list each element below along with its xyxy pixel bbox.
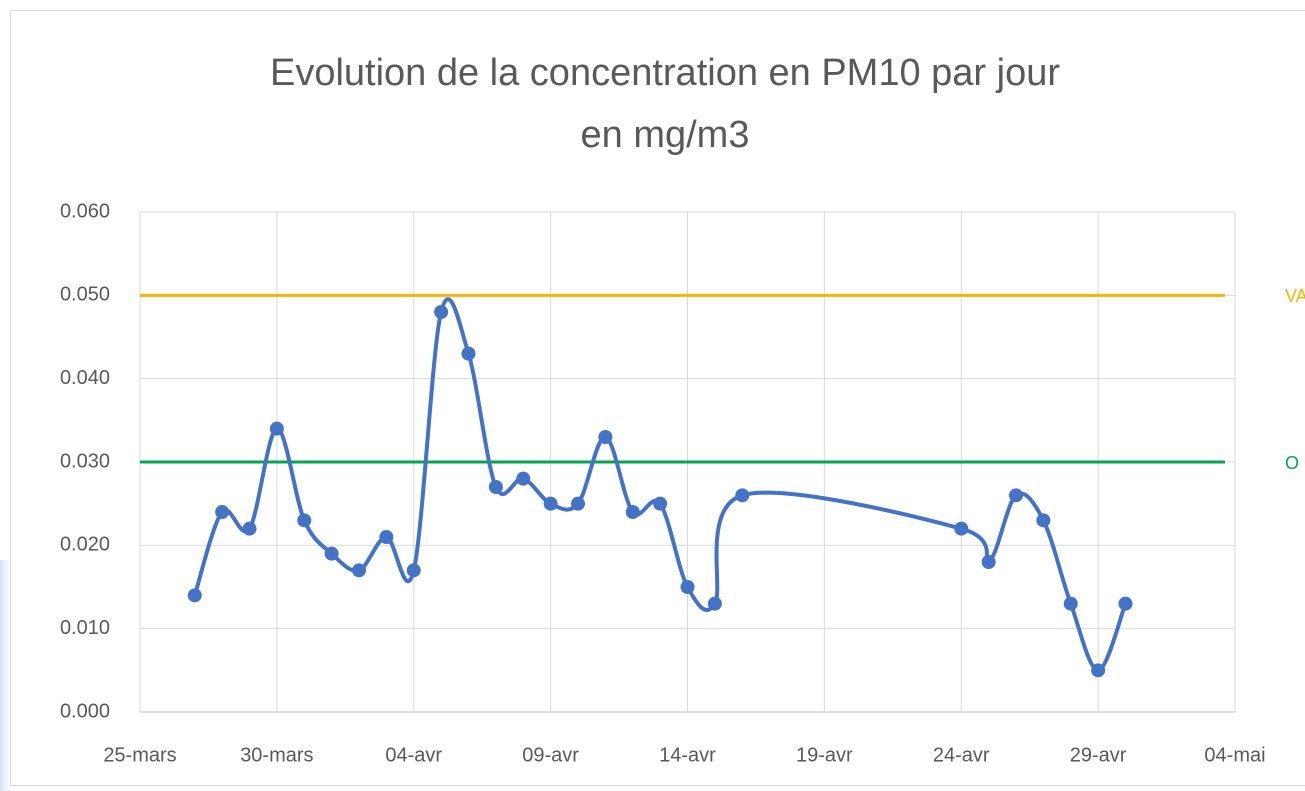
data-point [981, 555, 996, 569]
x-tick-label: 30-mars [240, 744, 313, 766]
data-point [598, 430, 613, 444]
data-point [516, 471, 531, 486]
data-point [543, 496, 558, 511]
data-point [1118, 596, 1133, 611]
window-edge [0, 560, 14, 791]
reference-label: O [1285, 453, 1299, 473]
data-point [954, 521, 969, 536]
y-tick-label: 0.000 [60, 700, 110, 722]
y-tick-label: 0.060 [60, 200, 110, 222]
data-point [269, 421, 284, 436]
data-point [406, 563, 421, 578]
y-tick-label: 0.050 [60, 284, 110, 306]
x-tick-label: 04-avr [385, 744, 442, 766]
data-point [434, 305, 449, 319]
x-tick-label: 25-mars [103, 744, 176, 766]
data-point [653, 496, 668, 511]
chart-border [10, 10, 1305, 786]
x-tick-label: 19-avr [796, 744, 853, 766]
y-tick-label: 0.030 [60, 450, 110, 472]
data-point [461, 346, 476, 361]
data-point [297, 513, 312, 528]
x-tick-label: 14-avr [659, 744, 716, 766]
x-tick-label: 24-avr [933, 744, 990, 766]
x-tick-label: 09-avr [522, 744, 579, 766]
chart-title: en mg/m3 [581, 114, 750, 156]
data-point [352, 563, 366, 578]
data-point [1036, 513, 1051, 528]
data-point [571, 496, 585, 511]
y-tick-label: 0.040 [60, 367, 110, 389]
data-point [707, 596, 722, 611]
data-point [187, 588, 202, 603]
y-tick-label: 0.020 [60, 534, 110, 556]
reference-label: VA [1285, 286, 1305, 306]
chart-title: Evolution de la concentration en PM10 pa… [270, 52, 1060, 94]
data-point [488, 480, 503, 494]
x-tick-label: 04-mai [1204, 744, 1265, 766]
data-point [735, 488, 750, 503]
data-point [242, 521, 257, 536]
data-point [680, 580, 695, 594]
data-point [324, 546, 339, 561]
data-point [215, 505, 230, 519]
data-point [625, 505, 640, 519]
data-point [379, 530, 394, 544]
y-tick-label: 0.010 [60, 617, 110, 639]
data-point [1063, 596, 1078, 611]
x-tick-label: 29-avr [1070, 744, 1127, 766]
data-point [1009, 488, 1023, 503]
data-point [1091, 663, 1106, 678]
